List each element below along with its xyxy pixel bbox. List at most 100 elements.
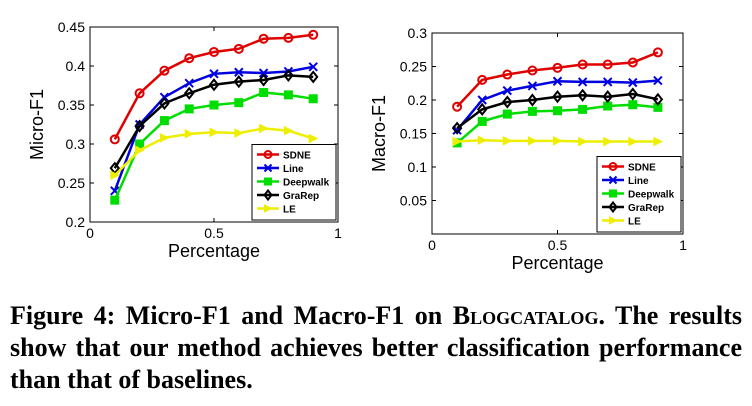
data-point <box>527 106 537 116</box>
data-point <box>628 136 638 147</box>
legend-marker <box>608 200 618 214</box>
data-point <box>159 96 170 111</box>
data-point <box>627 57 638 68</box>
data-point <box>502 136 513 146</box>
series-grarep <box>451 87 664 135</box>
data-point <box>209 100 219 110</box>
data-point <box>627 87 639 101</box>
data-point <box>234 98 244 108</box>
data-point <box>134 119 145 133</box>
data-point <box>527 93 538 107</box>
data-point <box>477 135 488 146</box>
data-point <box>159 65 170 76</box>
data-point <box>109 134 120 145</box>
caption-suffix: . The results show that our method achie… <box>10 301 742 394</box>
data-point <box>452 136 463 147</box>
x-tick-label: 0.5 <box>204 225 224 241</box>
legend-label: LE <box>628 217 641 228</box>
caption-prefix: Figure 4: Micro-F1 and Macro-F1 on <box>10 301 453 330</box>
x-axis-label: Percentage <box>168 241 260 261</box>
data-point <box>653 136 664 147</box>
y-tick-label: 0.1 <box>408 159 428 175</box>
legend-label: GraRep <box>628 203 664 214</box>
data-point <box>552 90 563 104</box>
data-point <box>184 104 194 114</box>
legend-marker <box>264 177 272 186</box>
data-point <box>184 129 195 139</box>
data-point <box>135 145 145 156</box>
data-point <box>527 65 538 76</box>
y-tick-label: 0.25 <box>400 59 427 75</box>
y-tick-label: 0.3 <box>66 136 86 152</box>
data-point <box>209 127 220 138</box>
data-point <box>477 116 487 126</box>
legend-label: LE <box>283 205 296 216</box>
data-point <box>308 62 318 72</box>
data-point <box>577 59 588 70</box>
series-deepwalk <box>110 88 318 205</box>
data-point <box>258 33 269 44</box>
y-tick-label: 0.35 <box>58 97 85 113</box>
data-point <box>209 69 219 79</box>
series-grarep <box>109 68 319 175</box>
data-point <box>476 102 488 116</box>
data-point <box>451 121 463 135</box>
legend-marker <box>263 188 273 202</box>
legend: SDNE Line Deepwalk GraRep LE <box>596 156 682 233</box>
data-point <box>159 116 169 126</box>
legend-label: Line <box>628 176 649 187</box>
data-point <box>233 43 244 54</box>
legend-marker <box>608 162 618 171</box>
data-point <box>283 68 294 82</box>
data-point <box>527 81 538 91</box>
data-point <box>578 136 588 147</box>
chart-2: 0 0.5 1 0.05 0.1 0.15 0.2 0.25 0.3 Percentage Macr… <box>369 25 687 273</box>
legend-label: Deepwalk <box>628 190 675 201</box>
data-point <box>653 75 663 86</box>
y-axis-label: Macro-F1 <box>369 95 389 172</box>
figure-caption: Figure 4: Micro-F1 and Macro-F1 on Blogc… <box>10 300 742 396</box>
data-point <box>602 77 613 87</box>
y-tick-label: 0.25 <box>58 175 85 191</box>
data-point <box>502 69 513 80</box>
data-point <box>477 95 487 105</box>
data-point <box>577 77 588 87</box>
data-point <box>283 125 294 136</box>
data-point <box>209 46 219 57</box>
legend-label: Line <box>283 164 304 175</box>
x-tick-label: 0.5 <box>548 237 568 253</box>
series-line <box>456 92 659 130</box>
data-point <box>258 73 269 87</box>
data-point <box>553 136 563 146</box>
legend-marker <box>609 216 618 225</box>
data-point <box>527 136 538 146</box>
legend-label: GraRep <box>283 191 319 202</box>
data-point <box>552 76 563 86</box>
legend-marker <box>264 204 273 213</box>
data-point <box>477 74 488 85</box>
data-point <box>184 78 194 88</box>
data-point <box>577 88 588 102</box>
series-sdne <box>452 47 663 112</box>
x-tick-label: 1 <box>679 237 687 253</box>
data-point <box>308 29 319 40</box>
legend-marker <box>263 150 273 159</box>
data-point <box>452 101 463 112</box>
series-line <box>113 74 314 169</box>
figure-charts: 0 0.5 1 0.2 0.25 0.3 0.35 0.4 0.45 Percentage Micr… <box>27 19 687 273</box>
y-tick-label: 0.45 <box>58 19 85 35</box>
data-point <box>652 92 664 106</box>
x-tick-label: 0 <box>428 237 436 253</box>
x-axis-label: Percentage <box>511 253 603 273</box>
x-tick-label: 1 <box>334 225 342 241</box>
data-point <box>258 68 269 78</box>
data-point <box>233 74 245 89</box>
data-point <box>578 104 588 114</box>
data-point <box>652 47 663 58</box>
data-point <box>184 53 195 64</box>
legend-marker <box>609 189 617 198</box>
legend-marker <box>263 163 273 173</box>
caption-dataset: Blogcatalog <box>452 301 599 330</box>
series-le <box>110 123 319 181</box>
data-point <box>308 133 319 144</box>
